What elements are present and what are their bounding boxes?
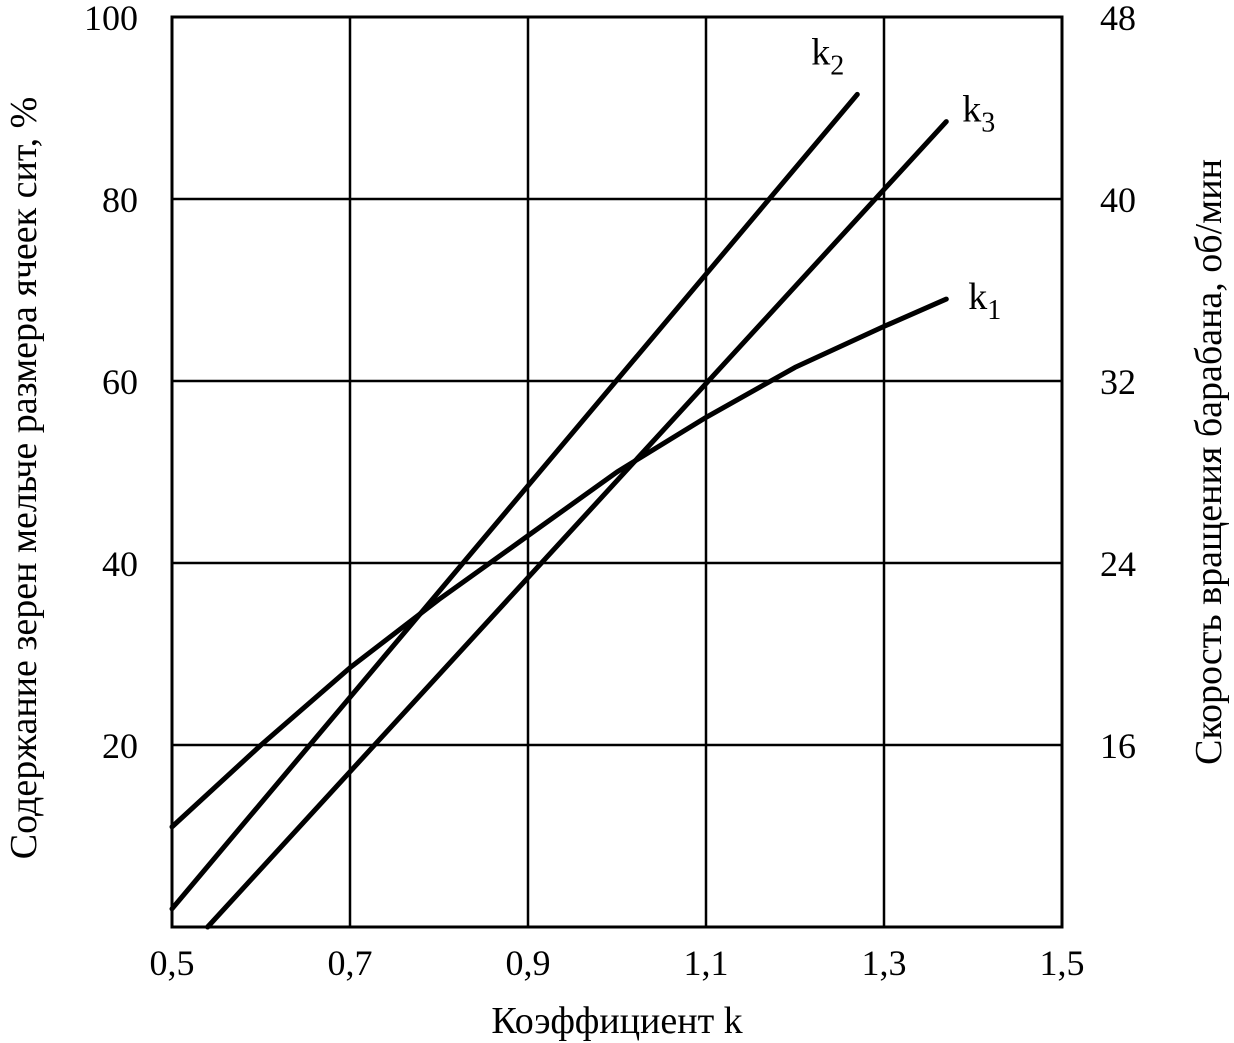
y-axis-right-title: Скорость вращения барабана, об/мин — [1188, 159, 1230, 765]
x-tick-label: 1,1 — [684, 943, 729, 983]
y-left-tick-label: 20 — [102, 726, 138, 766]
series-lines — [169, 91, 949, 930]
series-label-k2: k2 — [811, 31, 844, 81]
y-right-tick-label: 24 — [1100, 544, 1136, 584]
x-tick-label: 1,5 — [1040, 943, 1085, 983]
series-label-main: k — [811, 31, 830, 73]
series-line-k1 — [169, 296, 949, 830]
series-line-k3 — [205, 119, 949, 930]
series-label-k1: k1 — [968, 276, 1001, 326]
y-left-tick-label: 60 — [102, 362, 138, 402]
series-label-k3: k3 — [962, 89, 995, 139]
series-line-k2 — [169, 91, 860, 912]
x-tick-label: 0,5 — [150, 943, 195, 983]
series-label-subscript: 1 — [987, 295, 1001, 326]
y-left-tick-label: 40 — [102, 544, 138, 584]
y-right-tick-label: 48 — [1100, 0, 1136, 38]
plot-frame — [170, 15, 1064, 929]
series-label-subscript: 3 — [981, 108, 995, 139]
series-label-main: k — [962, 89, 981, 131]
x-tick-label: 0,9 — [506, 943, 551, 983]
y-left-tick-label: 80 — [102, 180, 138, 220]
y-left-tick-label: 100 — [84, 0, 138, 38]
y-right-tick-label: 40 — [1100, 180, 1136, 220]
series-label-main: k — [968, 276, 987, 318]
x-tick-label: 1,3 — [862, 943, 907, 983]
y-right-tick-label: 16 — [1100, 726, 1136, 766]
series-label-subscript: 2 — [830, 50, 844, 81]
x-tick-label: 0,7 — [328, 943, 373, 983]
y-axis-left-title: Содержание зерен мельче размера ячеек си… — [3, 97, 45, 860]
y-right-tick-label: 32 — [1100, 362, 1136, 402]
x-axis-title: Коэффициент k — [491, 1000, 742, 1042]
